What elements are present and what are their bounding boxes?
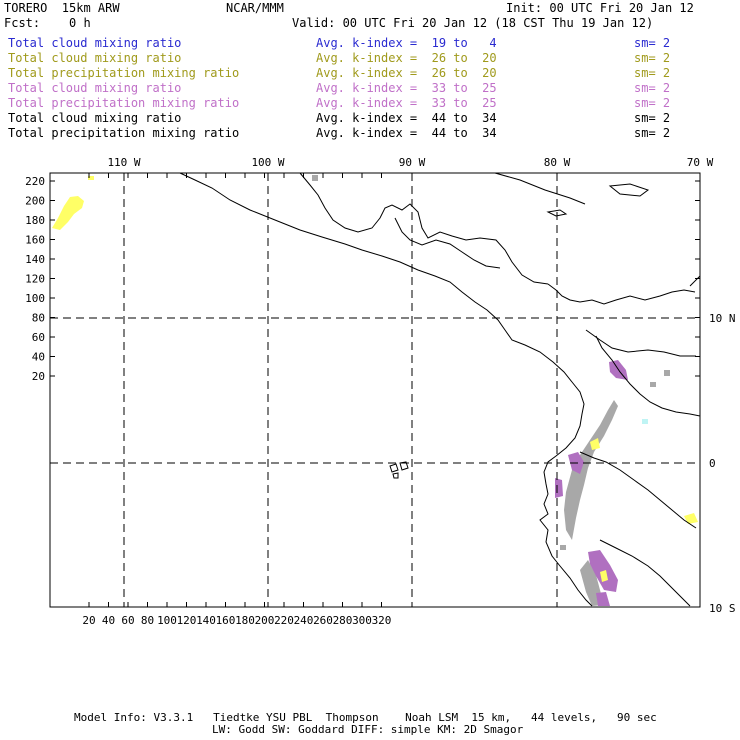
- legend-field: Total cloud mixing ratio: [8, 51, 182, 65]
- south-america-interior: [595, 335, 701, 417]
- y-tick-label: 140: [25, 253, 45, 266]
- legend-smoothing: sm= 2: [634, 66, 671, 80]
- brazil-border: [599, 539, 691, 607]
- x-tick-label: 240: [294, 614, 314, 627]
- lon-label: 80 W: [544, 156, 571, 169]
- x-tick-label: 140: [196, 614, 216, 627]
- x-tick-label: 320: [372, 614, 392, 627]
- x-tick-label: 180: [235, 614, 255, 627]
- yellow-cloud-speck: [88, 176, 94, 180]
- model-info-line1: Model Info: V3.3.1 Tiedtke YSU PBL Thomp…: [74, 711, 657, 724]
- lon-labels: 110 W 100 W 90 W 80 W 70 W: [107, 156, 713, 169]
- x-tick-label: 20: [82, 614, 95, 627]
- lat-lon-grid: [50, 173, 700, 607]
- venezuela-coast: [585, 329, 696, 357]
- gray-speck: [650, 382, 656, 387]
- x-tick-label: 40: [102, 614, 115, 627]
- jamaica: [546, 209, 568, 217]
- legend-field: Total cloud mixing ratio: [8, 36, 182, 50]
- gray-speck: [312, 175, 318, 181]
- legend-kindex: Avg. k-index = 33 to 25: [316, 81, 497, 95]
- lon-label: 90 W: [399, 156, 426, 169]
- x-tick-label: 100: [157, 614, 177, 627]
- x-tick-label: 160: [216, 614, 236, 627]
- legend-field: Total cloud mixing ratio: [8, 81, 182, 95]
- gulf-coast: [299, 172, 549, 285]
- x-tick-label: 300: [352, 614, 372, 627]
- init-time: Init: 00 UTC Fri 20 Jan 12: [506, 1, 694, 15]
- y-tick-label: 220: [25, 175, 45, 188]
- lat-label: 10 N: [709, 312, 736, 325]
- yellow-speck: [600, 570, 608, 582]
- lon-label: 110 W: [107, 156, 140, 169]
- x-axis: 20 40 60 80 100 120 140 160 180 200 220 240 260 280 30…: [82, 173, 391, 627]
- lon-label: 70 W: [687, 156, 714, 169]
- legend-kindex: Avg. k-index = 26 to 20: [316, 66, 497, 80]
- lat-labels: 10 N 0 10 S: [709, 312, 736, 615]
- gray-speck: [560, 545, 566, 550]
- y-tick-label: 40: [32, 351, 45, 364]
- coastlines: [179, 172, 701, 607]
- gray-speck: [664, 370, 670, 376]
- x-tick-label: 60: [121, 614, 134, 627]
- mexico-pacific-coast: [179, 172, 593, 607]
- cuba: [494, 172, 586, 205]
- yellow-cloud-region: [52, 196, 84, 230]
- lat-label: 0: [709, 457, 716, 470]
- yellow-speck: [684, 513, 698, 524]
- legend-field: Total precipitation mixing ratio: [8, 66, 240, 80]
- y-tick-label: 160: [25, 234, 45, 247]
- shading: [52, 175, 698, 606]
- caribbean-islands: [689, 275, 701, 287]
- legend-smoothing: sm= 2: [634, 36, 671, 50]
- legend-field: Total precipitation mixing ratio: [8, 96, 240, 110]
- galapagos: [389, 461, 409, 479]
- legend-kindex: Avg. k-index = 44 to 34: [316, 111, 497, 125]
- model-title: TORERO 15km ARW: [4, 1, 120, 15]
- y-axis: 220 200 180 160 140 120 100 80 60 40 20: [25, 175, 700, 383]
- legend-field: Total precipitation mixing ratio: [8, 126, 240, 140]
- x-tick-label: 280: [333, 614, 353, 627]
- lon-label: 100 W: [251, 156, 284, 169]
- legend-kindex: Avg. k-index = 44 to 34: [316, 126, 497, 140]
- purple-region: [596, 592, 610, 606]
- y-tick-label: 120: [25, 273, 45, 286]
- x-tick-label: 120: [177, 614, 197, 627]
- cyan-speck: [642, 419, 648, 424]
- y-tick-label: 80: [32, 312, 45, 325]
- map-frame: [49, 172, 701, 608]
- legend-smoothing: sm= 2: [634, 81, 671, 95]
- hispaniola: [608, 183, 650, 197]
- andes-border: [579, 451, 697, 529]
- x-tick-label: 220: [274, 614, 294, 627]
- gray-cloud-band: [564, 400, 618, 540]
- legend-smoothing: sm= 2: [634, 96, 671, 110]
- x-tick-label: 200: [255, 614, 275, 627]
- legend-smoothing: sm= 2: [634, 126, 671, 140]
- x-tick-label: 80: [141, 614, 154, 627]
- lat-label: 10 S: [709, 602, 736, 615]
- x-tick-label: 260: [313, 614, 333, 627]
- y-tick-label: 20: [32, 370, 45, 383]
- valid-time: Valid: 00 UTC Fri 20 Jan 12 (18 CST Thu …: [292, 16, 654, 30]
- y-tick-label: 100: [25, 292, 45, 305]
- legend-kindex: Avg. k-index = 19 to 4: [316, 36, 497, 50]
- y-tick-label: 60: [32, 331, 45, 344]
- central-america-borders: [394, 217, 501, 269]
- org-label: NCAR/MMM: [226, 1, 284, 15]
- model-info-line2: LW: Godd SW: Goddard DIFF: simple KM: 2D…: [212, 723, 524, 736]
- caribbean-coast: [547, 283, 696, 305]
- legend-smoothing: sm= 2: [634, 111, 671, 125]
- forecast-hour: Fcst: 0 h: [4, 16, 91, 30]
- legend-kindex: Avg. k-index = 26 to 20: [316, 51, 497, 65]
- legend-field: Total cloud mixing ratio: [8, 111, 182, 125]
- yellow-speck: [590, 438, 600, 450]
- y-tick-label: 200: [25, 195, 45, 208]
- legend-kindex: Avg. k-index = 33 to 25: [316, 96, 497, 110]
- legend-smoothing: sm= 2: [634, 51, 671, 65]
- purple-region: [555, 478, 563, 498]
- y-tick-label: 180: [25, 214, 45, 227]
